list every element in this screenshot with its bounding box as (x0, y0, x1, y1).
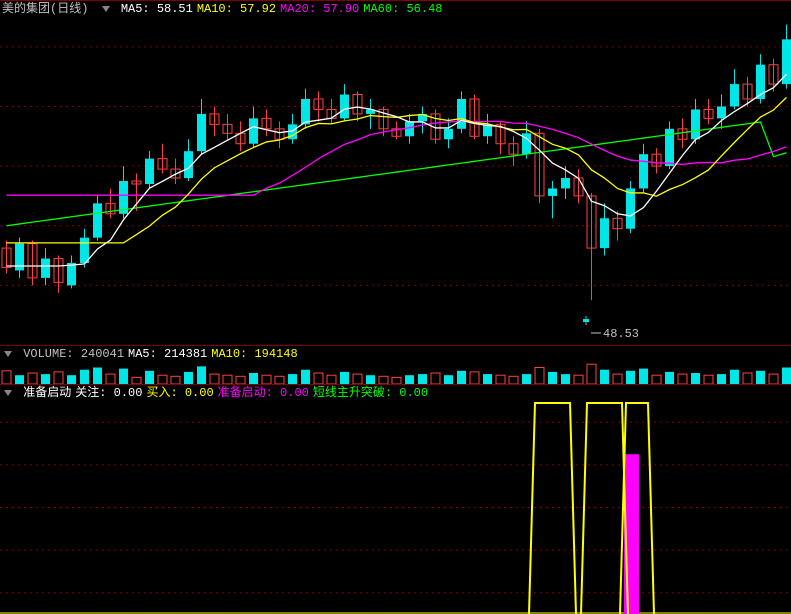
ma-label: MA20: 57.90 (280, 2, 359, 16)
ma-label: MA10: 57.92 (197, 2, 276, 16)
ma-label: MA5: 58.51 (121, 2, 193, 16)
indicator-label: 准备启动: 0.00 (218, 386, 309, 400)
volume-header: VOLUME: 240041 MA5: 214381 MA10: 194148 (0, 346, 791, 362)
indicator-label: 准备启动 (23, 386, 71, 400)
indicator-header: 准备启动关注: 0.00 买入: 0.00 准备启动: 0.00 短线主升突破: 0.… (0, 385, 791, 401)
volume-panel[interactable]: VOLUME: 240041 MA5: 214381 MA10: 194148 (0, 345, 791, 384)
indicator-panel[interactable]: 准备启动关注: 0.00 买入: 0.00 准备启动: 0.00 短线主升突破: 0.… (0, 384, 791, 614)
ma-label: MA60: 56.48 (363, 2, 442, 16)
dropdown-icon[interactable] (4, 390, 12, 396)
volume-label: MA10: 194148 (211, 347, 297, 361)
main-header: 美的集团(日线) MA5: 58.51 MA10: 57.92 MA20: 57.9… (0, 1, 791, 17)
volume-label: VOLUME: 240041 (23, 347, 124, 361)
candlestick-panel[interactable]: 美的集团(日线) MA5: 58.51 MA10: 57.92 MA20: 57.9… (0, 0, 791, 345)
stock-title: 美的集团(日线) (2, 2, 88, 16)
volume-chart[interactable] (0, 362, 791, 384)
volume-label: MA5: 214381 (128, 347, 207, 361)
dropdown-icon[interactable] (102, 6, 110, 12)
dropdown-icon[interactable] (4, 351, 12, 357)
indicator-chart[interactable] (0, 401, 791, 614)
indicator-label: 短线主升突破: 0.00 (313, 386, 428, 400)
candlestick-chart[interactable]: 48.53财S (0, 17, 791, 345)
indicator-label: 关注: 0.00 (75, 386, 142, 400)
indicator-label: 买入: 0.00 (146, 386, 213, 400)
